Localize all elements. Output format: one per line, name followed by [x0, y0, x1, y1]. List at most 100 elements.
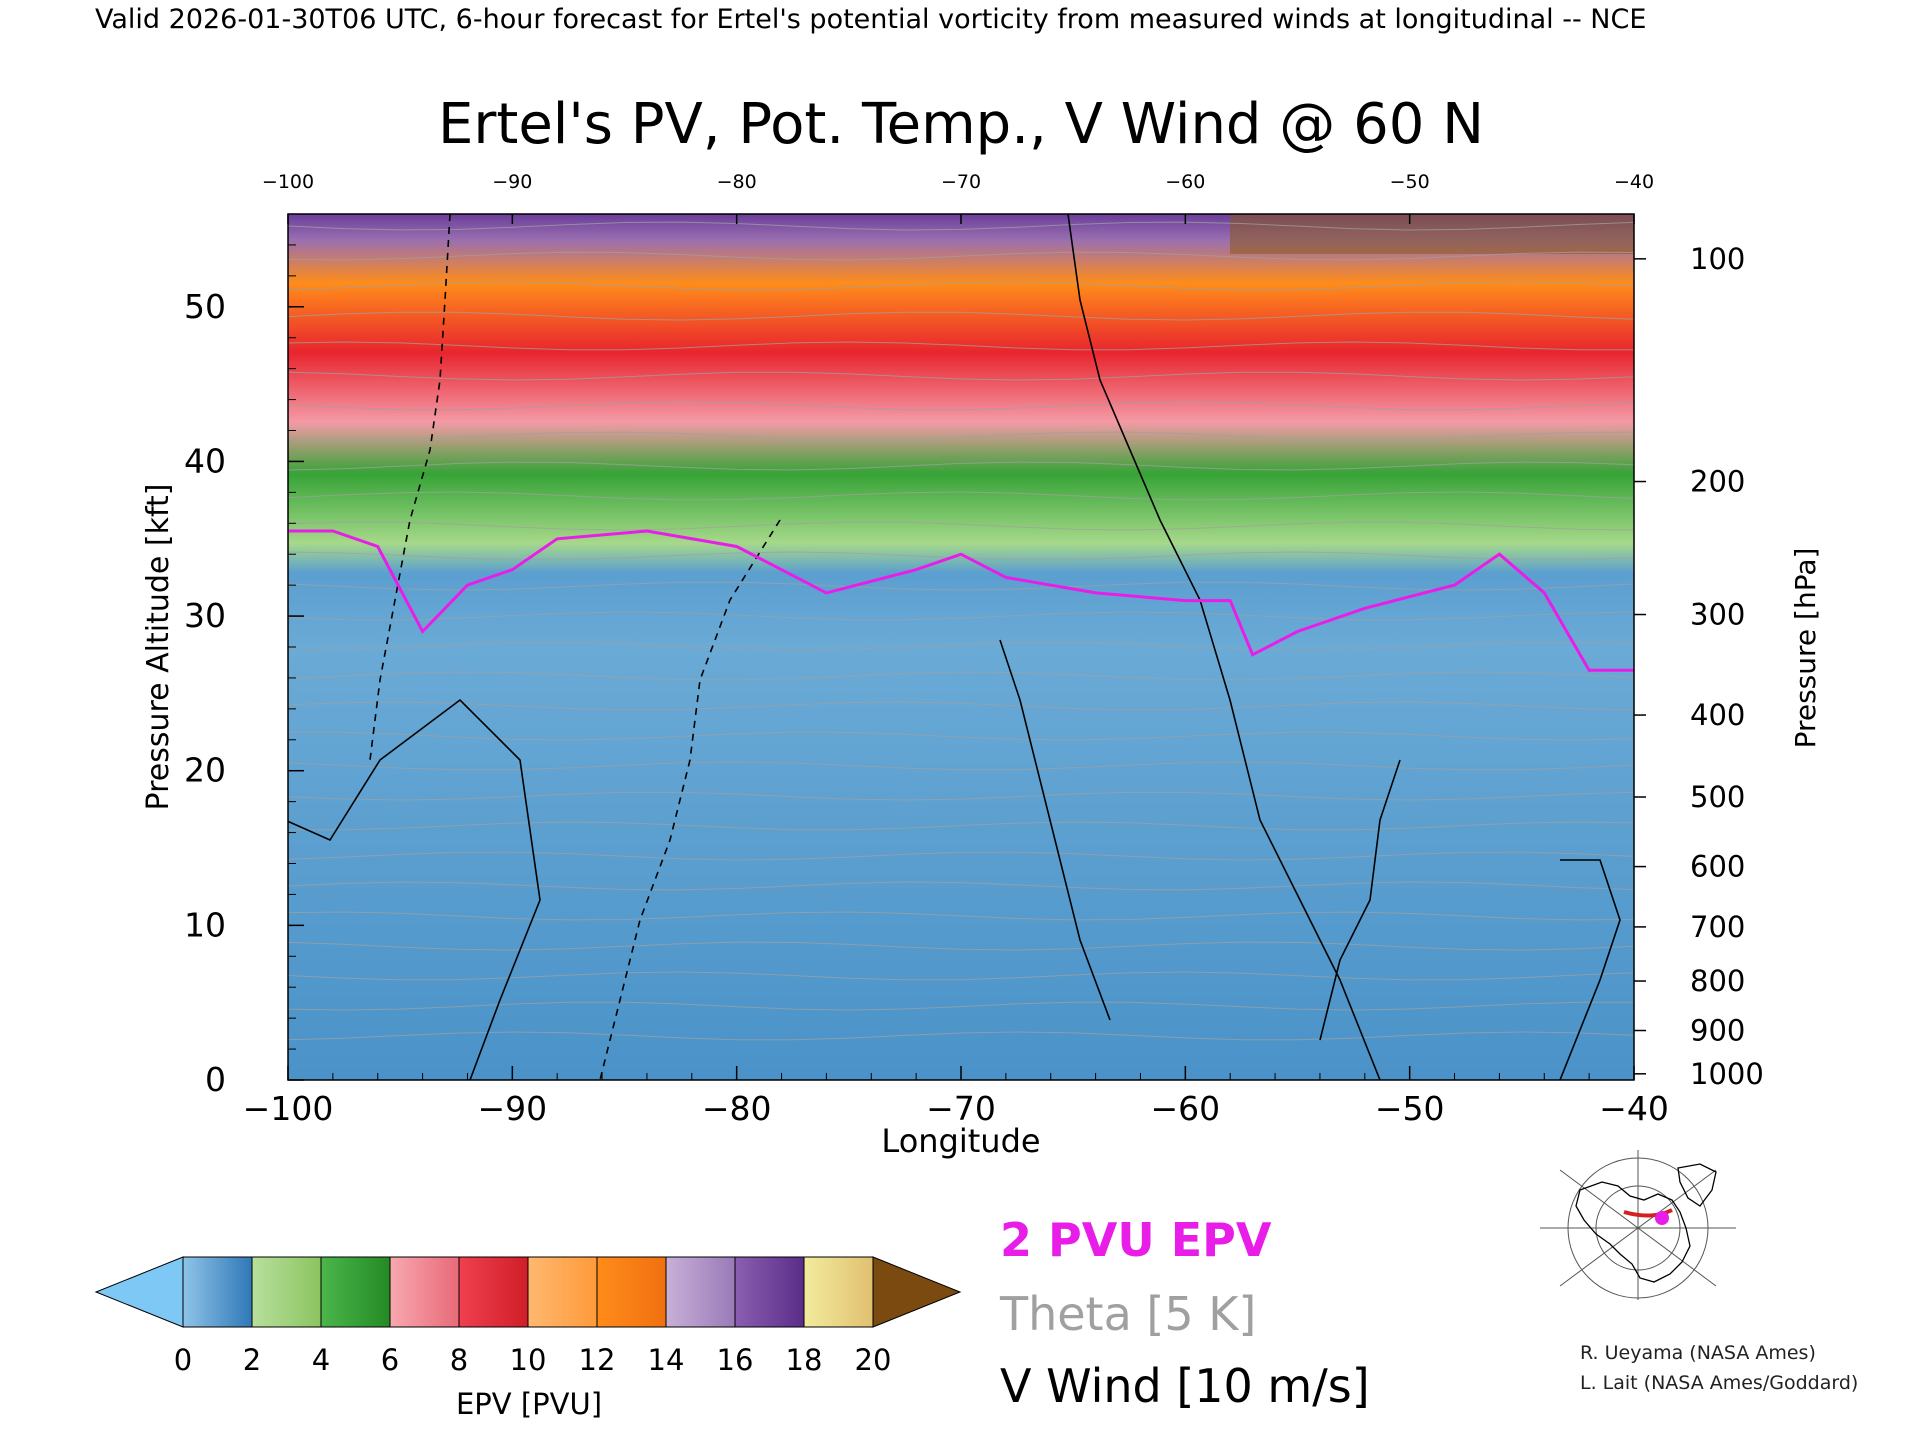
- top-x-axis: −100 −90 −80 −70 −60 −50 −40: [262, 171, 1654, 224]
- pressure-tick-label: 1000: [1690, 1057, 1764, 1091]
- theta-contour-line: [288, 851, 1634, 861]
- map-coastline-greenland: [1677, 1163, 1717, 1207]
- theta-contour-line: [288, 401, 1634, 411]
- theta-contour-line: [288, 671, 1634, 681]
- colorbar-over-triangle: [872, 1256, 962, 1328]
- theta-contour-line: [288, 461, 1634, 471]
- theta-contour-line: [288, 311, 1634, 321]
- colorbar-tick-label: 14: [648, 1343, 685, 1377]
- pressure-tick-label: 100: [1690, 242, 1745, 276]
- colorbar-tick-label: 4: [312, 1343, 330, 1377]
- plot-area: [288, 214, 1634, 1080]
- chart-title: Ertel's PV, Pot. Temp., V Wind @ 60 N: [438, 92, 1484, 157]
- theta-contour-line: [288, 251, 1634, 261]
- pressure-tick-label: 600: [1690, 850, 1745, 884]
- epv-colorbar: 0 2 4 6 8 10 12 14 16 18 20 EPV [PVU]: [94, 1256, 962, 1421]
- epv-2pvu-contour: [288, 529, 1634, 672]
- top-x-tick-label: −100: [262, 171, 314, 193]
- theta-contour-line: [288, 1031, 1634, 1041]
- top-x-tick-label: −90: [492, 171, 532, 193]
- pressure-tick-label: 500: [1690, 780, 1745, 814]
- x-tick-label: −80: [702, 1089, 772, 1128]
- colorbar-tick-label: 16: [717, 1343, 754, 1377]
- top-x-tick-label: −80: [717, 171, 757, 193]
- colorbar-tick-label: 12: [579, 1343, 616, 1377]
- x-tick-label: −100: [243, 1089, 334, 1128]
- colorbar-tick-label: 10: [510, 1343, 547, 1377]
- theta-contour-line: [288, 911, 1634, 921]
- colorbar-tick-label: 6: [381, 1343, 399, 1377]
- y-tick-label: 30: [184, 596, 226, 635]
- pressure-tick-label: 400: [1690, 698, 1745, 732]
- x-tick-label: −90: [478, 1089, 548, 1128]
- colorbar-under-triangle: [94, 1256, 184, 1328]
- theta-contour-line: [288, 371, 1634, 381]
- theta-contour-line: [288, 431, 1634, 441]
- top-x-tick-label: −70: [941, 171, 981, 193]
- theta-contour-line: [288, 971, 1634, 981]
- theta-contour-line: [288, 881, 1634, 891]
- y2-axis-label: Pressure [hPa]: [1789, 548, 1822, 749]
- colorbar-segments: [182, 1256, 874, 1328]
- credit-line-1: R. Ueyama (NASA Ames): [1580, 1342, 1816, 1364]
- legend: 2 PVU EPV Theta [5 K] V Wind [10 m/s]: [999, 1213, 1370, 1413]
- vwind-contour-line: [999, 639, 1111, 1021]
- theta-contour-line: [288, 551, 1634, 561]
- theta-contour-line: [288, 491, 1634, 501]
- colorbar-tick-label: 0: [174, 1343, 192, 1377]
- pressure-tick-label: 300: [1690, 598, 1745, 632]
- theta-contour-line: [288, 521, 1634, 531]
- theta-contour-line: [288, 821, 1634, 831]
- y-tick-label: 20: [184, 751, 226, 790]
- pressure-tick-label: 700: [1690, 910, 1745, 944]
- x-tick-label: −60: [1151, 1089, 1221, 1128]
- top-x-tick-label: −40: [1614, 171, 1654, 193]
- theta-contour-line: [288, 611, 1634, 621]
- credit-line-2: L. Lait (NASA Ames/Goddard): [1580, 1372, 1859, 1394]
- y-axis-label: Pressure Altitude [kft]: [141, 484, 176, 811]
- pressure-axis: 100 200 300 400 500 600 700 800 900 1000: [1634, 242, 1764, 1091]
- theta-contour-line: [288, 791, 1634, 801]
- theta-contour-line: [288, 731, 1634, 741]
- top-x-tick-label: −50: [1390, 171, 1430, 193]
- theta-contours: [288, 221, 1634, 1041]
- x-tick-label: −50: [1375, 1089, 1445, 1128]
- legend-epv: 2 PVU EPV: [1000, 1213, 1272, 1267]
- colorbar-segment: [182, 1256, 253, 1328]
- colorbar-tick-label: 2: [243, 1343, 261, 1377]
- x-tick-label: −70: [926, 1089, 996, 1128]
- map-coastline-north-america: [1575, 1181, 1691, 1283]
- colorbar-segment: [458, 1256, 529, 1328]
- legend-theta: Theta [5 K]: [999, 1287, 1256, 1341]
- pressure-tick-label: 900: [1690, 1014, 1745, 1048]
- x-axis: −100 −90 −80 −70 −60 −50 −40: [243, 1066, 1669, 1128]
- pressure-tick-label: 200: [1690, 465, 1745, 499]
- top-x-tick-label: −60: [1165, 171, 1205, 193]
- theta-contour-line: [288, 761, 1634, 771]
- map-section-line: [1623, 1208, 1673, 1218]
- x-tick-label: −40: [1599, 1089, 1669, 1128]
- y-tick-label: 40: [184, 441, 226, 480]
- colorbar-segment: [803, 1256, 874, 1328]
- colorbar-segment: [389, 1256, 460, 1328]
- colorbar-segment: [251, 1256, 322, 1328]
- credits: R. Ueyama (NASA Ames) L. Lait (NASA Ames…: [1580, 1338, 1858, 1398]
- colorbar-segment: [596, 1256, 667, 1328]
- theta-contour-line: [288, 281, 1634, 291]
- legend-vwind: V Wind [10 m/s]: [1000, 1359, 1370, 1413]
- map-location-dot: [1655, 1211, 1669, 1225]
- colorbar-tick-label: 18: [786, 1343, 823, 1377]
- vwind-contour-line: [369, 214, 451, 761]
- colorbar-segment: [527, 1256, 598, 1328]
- theta-contour-line: [288, 341, 1634, 351]
- y-tick-label: 50: [184, 287, 226, 326]
- theta-contour-line: [288, 941, 1634, 951]
- stratosphere-cap: [1230, 214, 1634, 254]
- theta-contour-line: [288, 701, 1634, 711]
- y-axis: 0 10 20 30 40 50: [184, 213, 304, 1099]
- vwind-contour-line: [288, 698, 541, 1080]
- colorbar-segment: [665, 1256, 736, 1328]
- vwind-contour-line: [1559, 859, 1621, 1080]
- y-tick-label: 0: [205, 1060, 226, 1099]
- colorbar-tick-label: 20: [855, 1343, 892, 1377]
